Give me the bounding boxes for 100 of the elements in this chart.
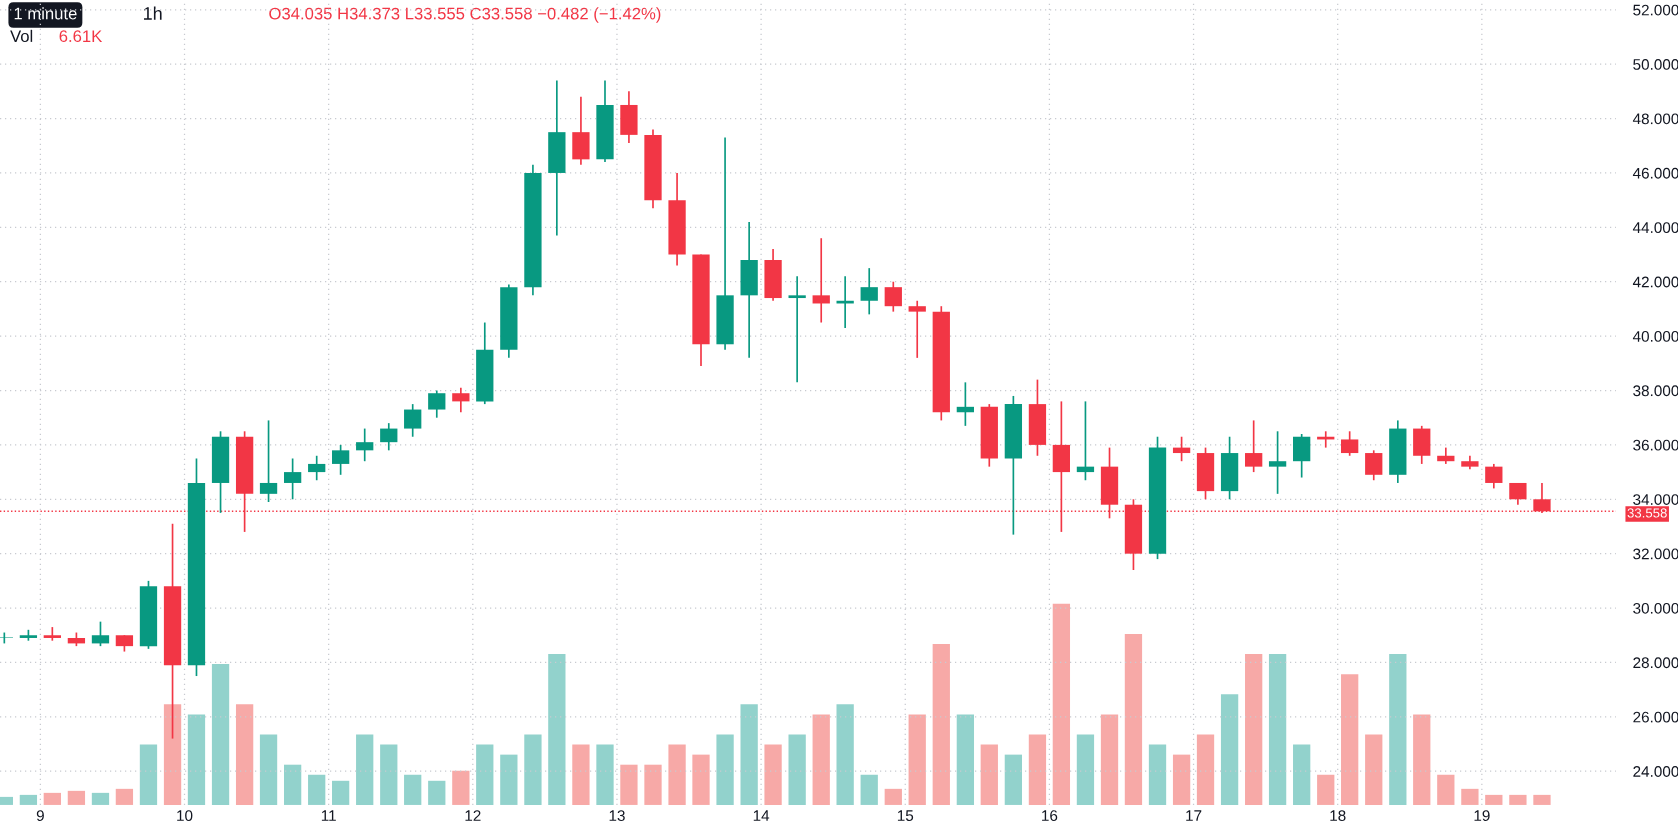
bar: [1341, 674, 1359, 805]
x-tick-label: 13: [609, 810, 625, 822]
bar: [356, 734, 374, 805]
bar: [884, 788, 902, 805]
candlestick: [428, 389, 446, 419]
bar: [1509, 794, 1527, 805]
bar: [1172, 754, 1191, 805]
candlestick: [380, 422, 398, 452]
y-tick-label: 28.000: [1633, 657, 1678, 669]
y-tick-label: 48.000: [1632, 113, 1678, 125]
x-tick-label: 9: [36, 810, 44, 822]
bar: [740, 704, 758, 805]
bar: [1533, 794, 1551, 805]
bar: [764, 744, 782, 805]
candlestick: [884, 280, 902, 313]
bar: [211, 664, 230, 805]
candlestick: [404, 403, 422, 438]
bar: [716, 734, 734, 805]
candlestick: [43, 626, 61, 642]
candlestick: [1172, 435, 1191, 463]
bar: [500, 754, 518, 805]
bar: [1461, 788, 1479, 805]
bar: [115, 788, 134, 805]
bar: [331, 780, 350, 805]
bar: [620, 764, 638, 805]
bar: [1100, 714, 1119, 805]
bar: [1124, 633, 1143, 805]
bar: [452, 770, 470, 805]
bar: [524, 734, 542, 805]
ref-line-label: 33.558: [1627, 508, 1667, 518]
bar: [1148, 744, 1167, 805]
y-tick-label: 40.000: [1632, 330, 1678, 342]
bar: [572, 744, 590, 805]
candlestick: [812, 237, 830, 324]
bar: [163, 704, 182, 805]
y-tick-label: 32.000: [1633, 548, 1678, 560]
bar: [139, 744, 158, 805]
bar: [548, 654, 566, 805]
annotation: O34.035 H34.373 L33.555 C33.558 −0.482 (−1.42%): [269, 7, 661, 23]
bar: [1004, 754, 1023, 805]
x-tick-label: 18: [1330, 810, 1346, 822]
bar: [980, 744, 998, 805]
y-tick-label: 44.000: [1632, 222, 1678, 234]
candlestick: [908, 299, 926, 359]
bar: [1245, 654, 1263, 805]
bar: [1437, 774, 1455, 805]
x-tick-label: 12: [465, 810, 481, 821]
bar: [1365, 734, 1383, 805]
y-tick-label: 24.000: [1633, 766, 1678, 777]
candlestick: [356, 427, 374, 463]
bar: [1220, 694, 1239, 805]
bar: [1413, 714, 1431, 805]
y-tick-label: 30.000: [1633, 602, 1678, 614]
bar: [788, 734, 806, 805]
bar: [187, 714, 206, 805]
x-tick-label: 10: [177, 810, 193, 822]
y-tick-label: 26.000: [1633, 711, 1678, 723]
candlestick: [1365, 449, 1383, 482]
x-tick-label: 11: [321, 810, 336, 821]
bar: [283, 764, 302, 805]
candlestick: [283, 457, 302, 501]
bar: [836, 704, 854, 805]
bar: [1317, 774, 1335, 805]
candlestick: [1485, 463, 1503, 490]
bar: [1028, 734, 1047, 805]
x-tick-label: 14: [753, 810, 770, 821]
y-tick-label: 36.000: [1633, 439, 1678, 451]
bar: [668, 744, 686, 805]
candlestick: [331, 444, 350, 476]
candlestick: [259, 419, 278, 503]
candlestick: [860, 267, 878, 316]
candlestick: [308, 454, 326, 482]
bar: [644, 764, 662, 805]
bar: [259, 734, 278, 805]
candlestick: [1245, 419, 1263, 473]
bar: [43, 792, 61, 805]
bar: [1076, 734, 1095, 805]
candlestick: [91, 620, 110, 647]
bar: [1485, 794, 1503, 805]
candlestick: [1268, 430, 1287, 495]
y-tick-label: 46.000: [1632, 167, 1678, 179]
annotation: Vol: [10, 29, 33, 43]
bar: [908, 714, 926, 805]
bar: [1052, 603, 1071, 805]
bar: [692, 754, 710, 805]
bar: [1293, 744, 1311, 805]
y-tick-label: 38.000: [1633, 385, 1678, 397]
x-tick-label: 16: [1042, 810, 1058, 822]
candlestick: [956, 381, 975, 427]
candlestick: [1076, 400, 1095, 482]
x-tick-label: 17: [1186, 810, 1202, 821]
y-tick-label: 42.000: [1632, 276, 1678, 288]
bar: [1196, 734, 1215, 805]
bar: [308, 774, 326, 805]
candlestick: [1341, 430, 1359, 457]
annotation: 6.61K: [59, 30, 103, 43]
bar: [1389, 654, 1407, 805]
y-tick-label: 52.000: [1633, 4, 1678, 16]
bar: [932, 643, 950, 805]
bar: [596, 744, 614, 805]
